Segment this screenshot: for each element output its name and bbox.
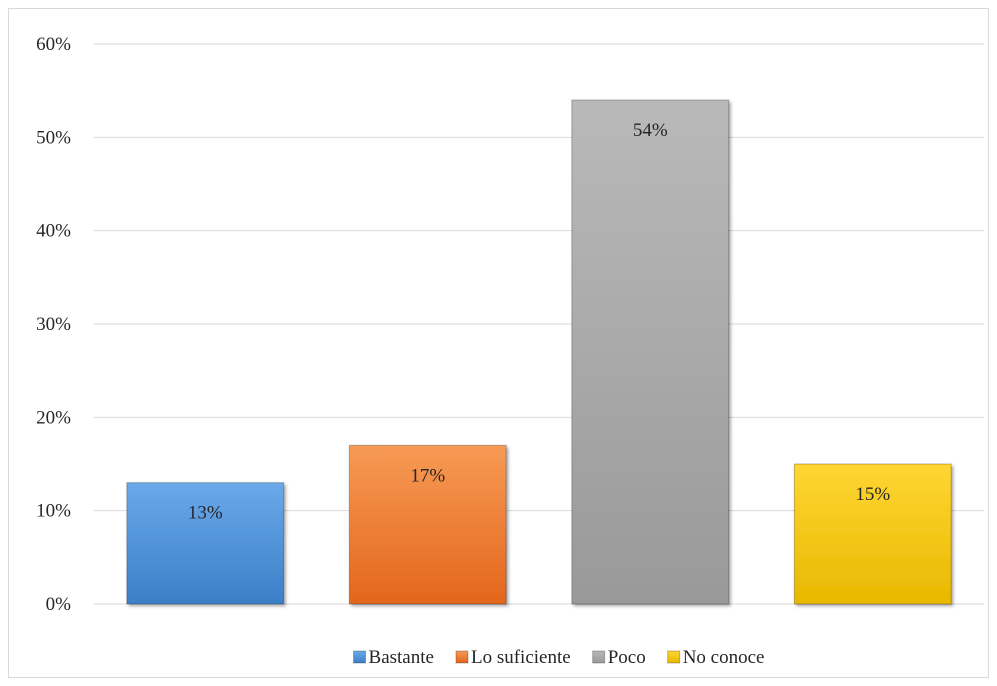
y-tick-label: 20% [36, 407, 71, 428]
legend-label: No conoce [683, 647, 765, 668]
legend-swatch [455, 650, 469, 664]
legend: Bastante Lo suficiente Poco No conoce [353, 647, 765, 668]
legend-item: Lo suficiente [455, 647, 571, 668]
legend-swatch [592, 650, 606, 664]
data-label: 13% [188, 503, 223, 524]
data-label: 54% [633, 120, 668, 141]
data-labels: 13% 17% 54% 15% [188, 120, 891, 524]
bar-no-conoce [793, 463, 952, 605]
chart-frame: 0% 10% 20% 30% 40% 50% 60% 13% 17% 54% 15% Bastan… [8, 8, 989, 678]
y-tick-label: 0% [46, 594, 72, 615]
legend-swatch [667, 650, 681, 664]
y-tick-label: 30% [36, 314, 71, 335]
bar-lo-suficiente [348, 444, 507, 605]
y-tick-label: 50% [36, 127, 71, 148]
y-tick-label: 40% [36, 221, 71, 242]
bar-bastante [126, 482, 285, 605]
bars [126, 99, 952, 605]
data-label: 15% [855, 484, 890, 505]
y-tick-label: 10% [36, 501, 71, 522]
bar-poco [571, 99, 730, 605]
y-axis-tick-labels: 0% 10% 20% 30% 40% 50% 60% [36, 34, 71, 615]
data-label: 17% [410, 465, 445, 486]
legend-item: Poco [592, 647, 646, 668]
legend-item: Bastante [353, 647, 434, 668]
legend-label: Poco [608, 647, 646, 668]
bar-chart: 0% 10% 20% 30% 40% 50% 60% 13% 17% 54% 15% Bastan… [36, 34, 984, 668]
legend-swatch [353, 650, 367, 664]
legend-item: No conoce [667, 647, 765, 668]
y-tick-label: 60% [36, 34, 71, 55]
legend-label: Lo suficiente [471, 647, 571, 668]
legend-label: Bastante [369, 647, 434, 668]
